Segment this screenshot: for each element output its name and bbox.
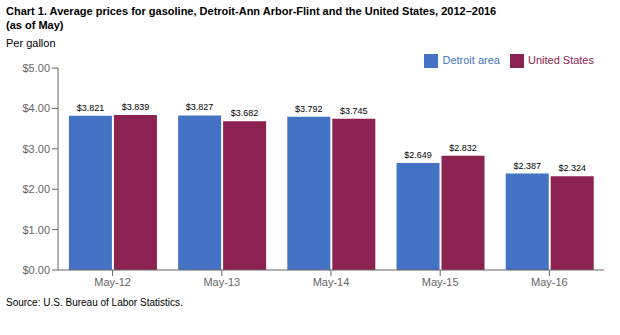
svg-text:$3.839: $3.839 (122, 102, 150, 112)
svg-text:$3.827: $3.827 (186, 102, 214, 112)
svg-text:$2.649: $2.649 (404, 150, 432, 160)
svg-text:$2.387: $2.387 (513, 161, 541, 171)
svg-text:$2.00: $2.00 (22, 183, 50, 195)
svg-text:$3.821: $3.821 (77, 103, 105, 113)
html-text:(as of May): (as of May) (6, 19, 64, 31)
svg-text:$0.00: $0.00 (22, 264, 50, 276)
svg-text:May-16: May-16 (531, 276, 568, 288)
svg-text:$3.682: $3.682 (231, 108, 259, 118)
svg-text:$2.832: $2.832 (449, 143, 477, 153)
svg-text:May-15: May-15 (422, 276, 459, 288)
svg-text:May-14: May-14 (313, 276, 350, 288)
html-text:Source: U.S. Bureau of Labor S: Source: U.S. Bureau of Labor Statistics. (6, 297, 183, 308)
svg-text:$4.00: $4.00 (22, 102, 50, 114)
svg-text:May-13: May-13 (203, 276, 240, 288)
svg-text:$3.792: $3.792 (295, 104, 323, 114)
svg-text:$5.00: $5.00 (22, 62, 50, 74)
svg-text:$3.745: $3.745 (340, 106, 368, 116)
html-text:United States: United States (528, 54, 594, 66)
html-text:Detroit area: Detroit area (442, 54, 500, 66)
svg-text:$3.00: $3.00 (22, 143, 50, 155)
svg-text:$1.00: $1.00 (22, 224, 50, 236)
svg-text:$2.324: $2.324 (558, 163, 586, 173)
svg-text:May-12: May-12 (94, 276, 131, 288)
html-text:Per gallon: Per gallon (6, 37, 56, 49)
html-text:Chart 1. Average prices for ga: Chart 1. Average prices for gasoline, De… (6, 5, 497, 17)
